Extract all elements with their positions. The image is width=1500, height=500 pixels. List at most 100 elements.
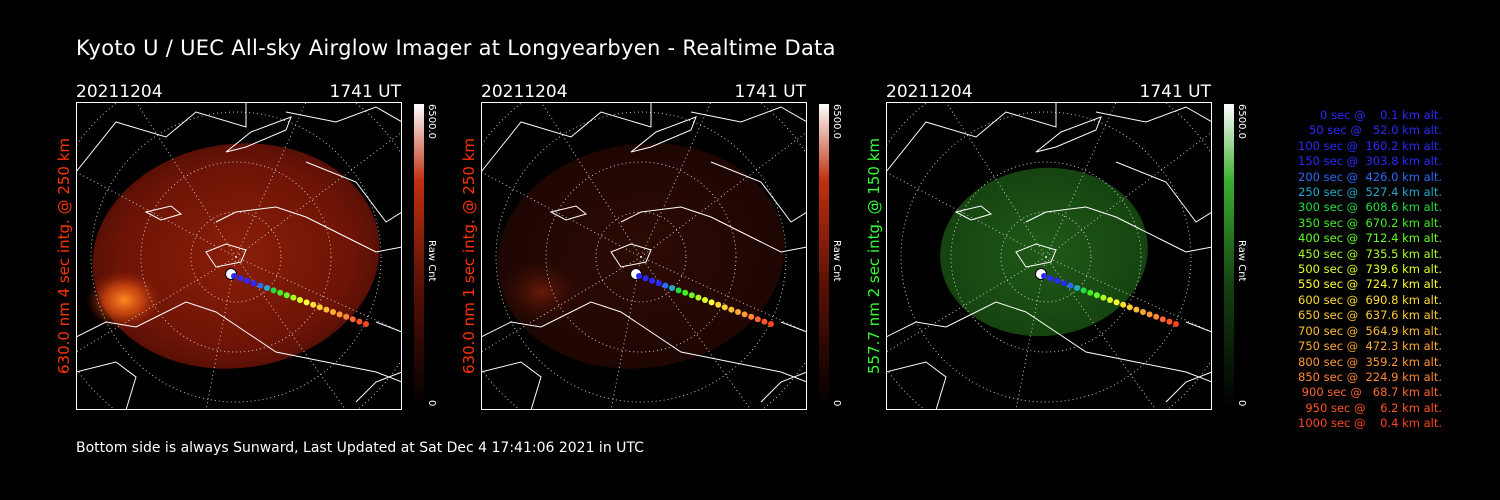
trajectory-point <box>1093 292 1100 299</box>
trajectory-point <box>682 289 689 296</box>
legend-entry: 600 sec @ 690.8 km alt. <box>1294 292 1442 307</box>
trajectory-point <box>1133 306 1140 313</box>
trajectory-point <box>363 321 369 327</box>
trajectory-point <box>702 297 708 303</box>
colorbar-unit-label: Raw Cnt <box>831 240 842 282</box>
trajectory-point <box>1146 311 1153 318</box>
trajectory-point <box>244 277 251 284</box>
image-panel-1: 20211204 1741 UT 630.0 nm 4 sec intg. @ … <box>55 82 471 432</box>
trajectory-point <box>1060 280 1067 287</box>
aurora-bright-spot <box>86 270 162 330</box>
trajectory-point <box>1113 299 1120 306</box>
trajectory-legend: 0 sec @ 0.1 km alt. 50 sec @ 52.0 km alt… <box>1294 108 1442 432</box>
allsky-map <box>76 102 402 410</box>
trajectory-point <box>237 275 244 282</box>
trajectory-point <box>343 313 350 320</box>
footer-note: Bottom side is always Sunward, Last Upda… <box>76 440 644 456</box>
colorbar-max-label: 6500.0 <box>1236 104 1247 139</box>
trajectory-point <box>675 287 682 294</box>
colorbar <box>1224 104 1234 408</box>
trajectory-point <box>761 318 768 325</box>
trajectory-point <box>735 309 741 315</box>
legend-entry: 950 sec @ 6.2 km alt. <box>1301 400 1442 415</box>
colorbar-max-label: 6500.0 <box>426 104 437 139</box>
trajectory-point <box>1107 297 1113 303</box>
trajectory-point <box>270 287 277 294</box>
legend-entry: 650 sec @ 637.6 km alt. <box>1294 308 1442 323</box>
legend-entry: 400 sec @ 712.4 km alt. <box>1294 231 1442 246</box>
legend-entry: 50 sec @ 52.0 km alt. <box>1301 123 1442 138</box>
panel-time: 1741 UT <box>1139 82 1212 102</box>
trajectory-point <box>754 316 761 323</box>
panel-date: 20211204 <box>886 82 973 102</box>
legend-entry: 700 sec @ 564.9 km alt. <box>1294 323 1442 338</box>
panel-time: 1741 UT <box>734 82 807 102</box>
legend-entry: 850 sec @ 224.9 km alt. <box>1294 369 1442 384</box>
panel-side-label: 557.7 nm 2 sec intg. @ 150 km <box>865 137 883 375</box>
trajectory-point <box>356 318 363 325</box>
panel-side-label-wrap: 557.7 nm 2 sec intg. @ 150 km <box>864 102 884 410</box>
trajectory-point <box>250 280 257 287</box>
trajectory-point <box>1080 287 1087 294</box>
panel-side-label: 630.0 nm 4 sec intg. @ 250 km <box>55 137 73 375</box>
trajectory-point <box>1067 282 1074 289</box>
image-panel-3: 20211204 1741 UT 557.7 nm 2 sec intg. @ … <box>865 82 1281 432</box>
colorbar <box>414 104 424 408</box>
allsky-map <box>481 102 807 410</box>
trajectory-point <box>297 297 303 303</box>
legend-entry: 100 sec @ 160.2 km alt. <box>1294 138 1442 153</box>
trajectory-point <box>1120 301 1127 308</box>
trajectory-point <box>1100 294 1107 301</box>
trajectory-point <box>1041 273 1047 279</box>
trajectory-point <box>1173 321 1179 327</box>
trajectory-point <box>662 282 669 289</box>
trajectory-point <box>741 311 748 318</box>
colorbar-unit-label: Raw Cnt <box>1236 240 1247 282</box>
legend-entry: 750 sec @ 472.3 km alt. <box>1294 339 1442 354</box>
panel-side-label-wrap: 630.0 nm 1 sec intg. @ 250 km <box>459 102 479 410</box>
trajectory-point <box>1140 309 1146 315</box>
colorbar-min-label: 0 <box>831 400 842 407</box>
trajectory-point <box>310 301 317 308</box>
trajectory-point <box>330 309 336 315</box>
trajectory-point <box>277 289 284 296</box>
colorbar-min-label: 0 <box>426 400 437 407</box>
legend-entry: 900 sec @ 68.7 km alt. <box>1298 385 1442 400</box>
panel-side-label: 630.0 nm 1 sec intg. @ 250 km <box>460 137 478 375</box>
trajectory-point <box>695 294 702 301</box>
trajectory-point <box>303 299 310 306</box>
trajectory <box>1035 268 1179 327</box>
legend-entry: 1000 sec @ 0.4 km alt. <box>1298 416 1442 431</box>
legend-entry: 150 sec @ 303.8 km alt. <box>1294 154 1442 169</box>
panel-time: 1741 UT <box>329 82 402 102</box>
legend-entry: 500 sec @ 739.6 km alt. <box>1294 262 1442 277</box>
colorbar <box>819 104 829 408</box>
legend-entry: 350 sec @ 670.2 km alt. <box>1294 215 1442 230</box>
legend-entry: 450 sec @ 735.5 km alt. <box>1294 246 1442 261</box>
aurora-faint-spot <box>496 257 586 327</box>
trajectory-point <box>715 301 722 308</box>
colorbar-max-label: 6500.0 <box>831 104 842 139</box>
trajectory-point <box>669 285 675 291</box>
trajectory-point <box>1166 318 1173 325</box>
trajectory-point <box>649 277 656 284</box>
legend-entry: 300 sec @ 608.6 km alt. <box>1294 200 1442 215</box>
trajectory-point <box>283 292 290 299</box>
trajectory-point <box>1087 289 1094 296</box>
allsky-map <box>886 102 1212 410</box>
colorbar-unit-label: Raw Cnt <box>426 240 437 282</box>
trajectory-point <box>336 311 343 318</box>
image-panel-2: 20211204 1741 UT 630.0 nm 1 sec intg. @ … <box>460 82 876 432</box>
trajectory-point <box>290 294 297 301</box>
page-title: Kyoto U / UEC All-sky Airglow Imager at … <box>76 36 836 60</box>
trajectory-point <box>728 306 735 313</box>
trajectory-point <box>264 285 270 291</box>
trajectory-point <box>1054 277 1061 284</box>
trajectory-point <box>708 299 715 306</box>
trajectory-point <box>1074 285 1080 291</box>
trajectory-point <box>1153 313 1160 320</box>
legend-entry: 200 sec @ 426.0 km alt. <box>1294 169 1442 184</box>
trajectory-point <box>231 273 237 279</box>
trajectory-point <box>655 280 662 287</box>
trajectory-point <box>257 282 264 289</box>
